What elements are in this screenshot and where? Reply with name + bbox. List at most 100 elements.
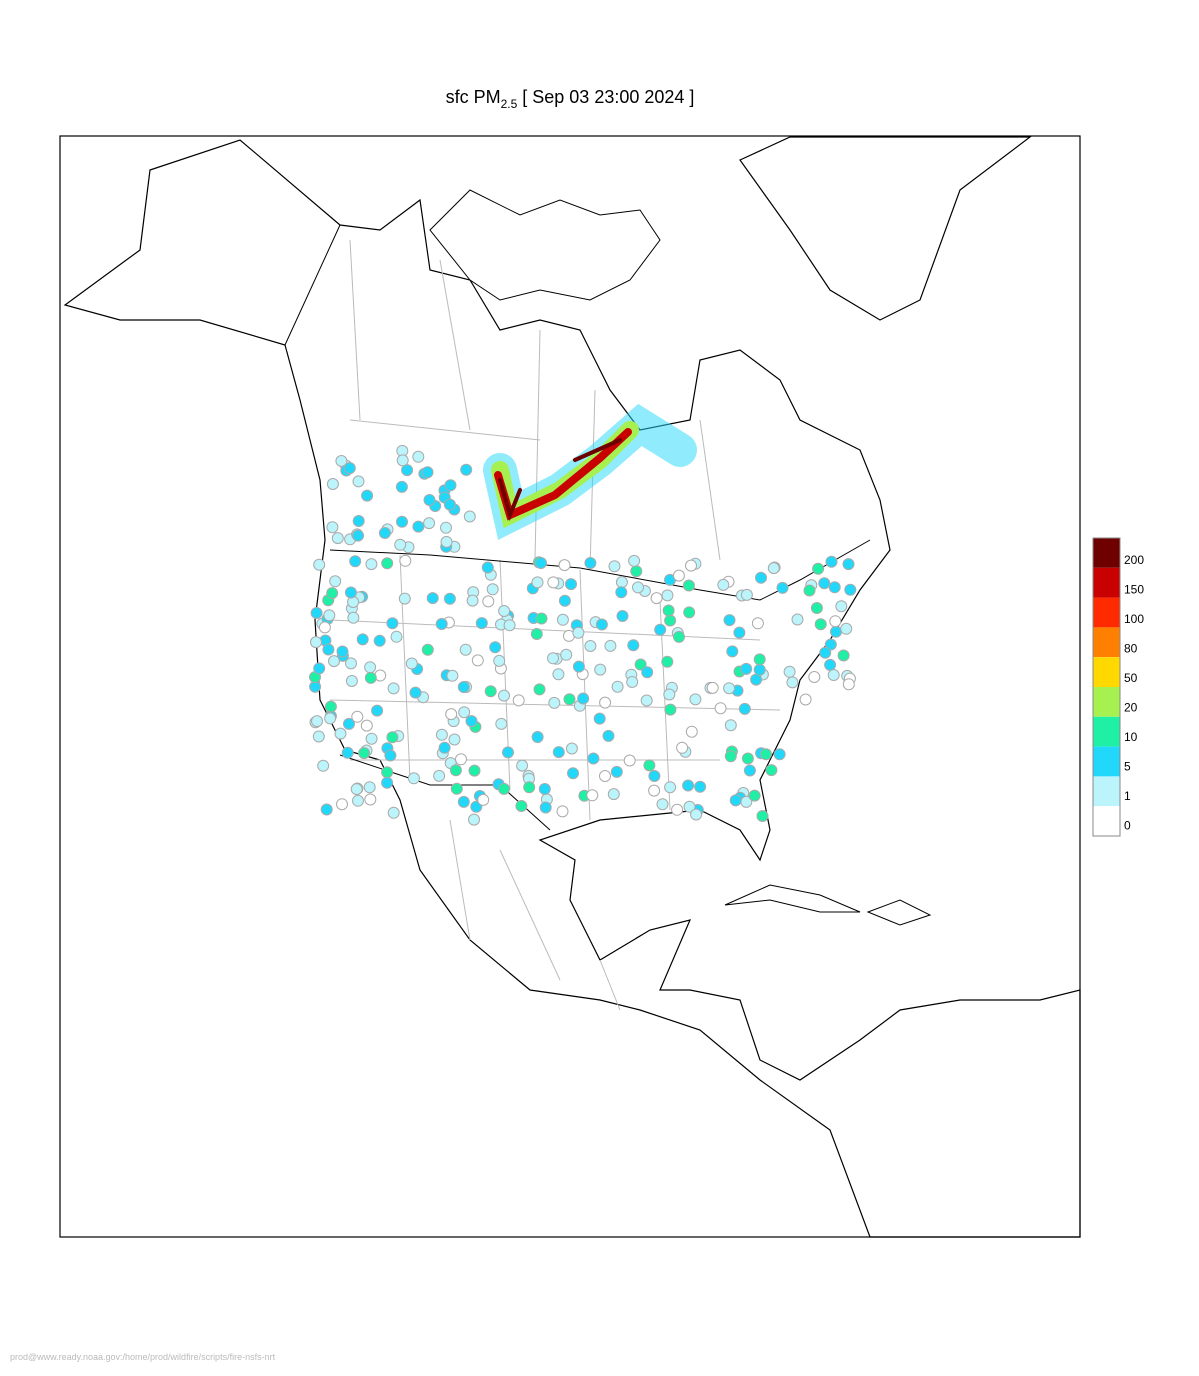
station-marker	[799, 693, 812, 706]
station-marker	[358, 747, 371, 760]
station-marker	[334, 727, 347, 740]
station-marker	[753, 653, 766, 666]
station-markers	[309, 444, 857, 826]
station-marker	[611, 680, 624, 693]
station-marker	[530, 628, 543, 640]
station-marker	[407, 772, 420, 785]
station-marker	[345, 657, 357, 670]
station-marker	[465, 715, 478, 728]
station-marker	[615, 576, 628, 589]
mexico-borders	[449, 819, 621, 1011]
station-marker	[324, 712, 337, 725]
station-marker	[423, 494, 436, 506]
station-marker	[783, 665, 796, 678]
station-marker	[640, 694, 653, 707]
station-marker	[740, 662, 753, 675]
plume-peak	[498, 438, 622, 522]
station-marker	[663, 688, 676, 701]
station-marker	[572, 660, 585, 673]
station-marker	[535, 612, 548, 625]
station-marker	[381, 766, 394, 779]
station-marker	[689, 693, 702, 706]
station-marker	[331, 532, 344, 545]
station-marker	[738, 702, 751, 715]
station-marker	[558, 559, 571, 572]
alaska-border	[284, 224, 341, 346]
station-marker	[685, 559, 697, 572]
station-marker	[443, 592, 456, 605]
station-marker	[656, 798, 669, 811]
station-marker	[523, 781, 536, 794]
station-marker	[584, 640, 597, 652]
station-marker	[326, 478, 339, 490]
legend-swatch	[1093, 538, 1120, 568]
station-marker	[706, 681, 719, 694]
station-marker	[726, 645, 739, 658]
station-marker	[502, 746, 514, 759]
station-marker	[444, 479, 457, 492]
map	[59, 135, 1081, 1238]
station-marker	[395, 480, 408, 493]
station-marker	[683, 606, 696, 619]
station-marker	[743, 764, 756, 777]
station-marker	[365, 732, 378, 745]
station-marker	[808, 671, 821, 683]
station-marker	[615, 586, 628, 599]
station-marker	[343, 717, 355, 730]
station-marker	[468, 813, 480, 826]
station-marker	[552, 668, 565, 681]
station-marker	[322, 643, 335, 656]
legend-swatch	[1093, 597, 1120, 628]
station-marker	[683, 800, 696, 813]
station-marker	[475, 617, 488, 630]
station-marker	[654, 623, 667, 636]
station-marker	[563, 693, 576, 706]
station-marker	[664, 614, 677, 627]
station-marker	[364, 661, 377, 674]
station-marker	[311, 715, 323, 728]
station-marker	[435, 728, 448, 741]
station-marker	[455, 753, 467, 766]
station-marker	[498, 782, 510, 795]
station-marker	[840, 622, 853, 635]
legend-label: 200	[1124, 553, 1144, 567]
station-marker	[810, 602, 823, 614]
station-marker	[539, 801, 552, 814]
station-marker	[694, 780, 707, 793]
station-marker	[312, 730, 325, 743]
station-marker	[317, 759, 330, 772]
station-marker	[351, 710, 364, 723]
station-marker	[394, 538, 407, 551]
station-marker	[313, 662, 326, 675]
station-marker	[748, 789, 761, 802]
station-marker	[516, 759, 529, 772]
station-marker	[363, 781, 376, 794]
station-marker	[844, 583, 857, 596]
station-marker	[552, 746, 565, 759]
station-marker	[623, 754, 636, 767]
station-marker	[837, 649, 850, 662]
station-marker	[373, 634, 386, 647]
station-marker	[486, 583, 499, 596]
station-marker	[672, 569, 685, 582]
station-marker	[587, 752, 600, 765]
station-marker	[825, 555, 838, 568]
legend-swatch	[1093, 776, 1120, 807]
station-marker	[556, 805, 569, 818]
station-marker	[343, 462, 356, 475]
station-marker	[756, 810, 769, 822]
station-marker	[449, 764, 462, 777]
station-marker	[448, 733, 461, 746]
map-frame	[59, 135, 1081, 1238]
station-marker	[676, 741, 689, 754]
station-marker	[664, 781, 677, 794]
station-marker	[773, 748, 786, 761]
station-marker	[345, 675, 358, 687]
legend-swatch	[1093, 746, 1120, 777]
greenland	[739, 136, 1032, 321]
title-suffix: [ Sep 03 23:00 2024 ]	[517, 87, 694, 107]
station-marker	[365, 558, 378, 571]
station-marker	[723, 682, 736, 695]
station-marker	[435, 618, 448, 630]
